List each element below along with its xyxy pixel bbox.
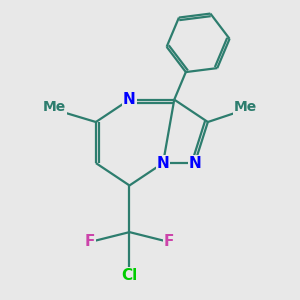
Text: Me: Me <box>234 100 257 114</box>
Text: F: F <box>85 234 95 249</box>
Text: Cl: Cl <box>121 268 138 283</box>
Text: N: N <box>157 156 169 171</box>
Text: N: N <box>188 156 201 171</box>
Text: N: N <box>123 92 136 107</box>
Text: F: F <box>164 234 174 249</box>
Text: Me: Me <box>43 100 66 114</box>
